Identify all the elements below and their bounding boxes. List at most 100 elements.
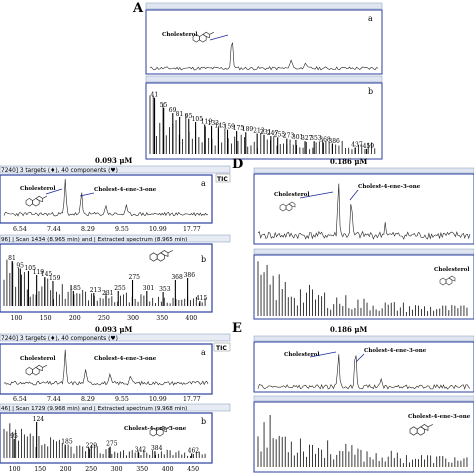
x-tick-label: 200 [60,466,72,473]
cholesterol-structure-d-b [439,275,456,286]
tic-badge-bot [213,342,231,352]
panel-a-spectrum-frame [145,82,383,160]
panel-d-spectrum-frame [253,254,474,320]
peak-label-353: 353 [159,286,171,293]
left-bot-cholesterol-label: Cholesterol [20,356,55,362]
cholesterol-structure-bot [25,364,48,376]
peak-label-69: 69 [169,107,177,114]
peak-label-124: 124 [33,416,45,423]
x-tick-label: 200 [69,315,81,322]
x-tick-label: 300 [111,466,123,473]
peak-label-119: 119 [33,269,45,276]
chromatogram-trace [149,42,379,71]
panel-e-spectrum-titlebar [253,395,474,402]
peak-label-342: 342 [135,446,147,453]
left-mid-chromatogram-frame [0,174,213,224]
panel-d-cholesterol-label-b: Cholesterol [434,267,469,273]
x-tick-label: 10.99 [149,226,167,233]
x-tick-label: 300 [127,315,139,322]
tic-label-mid: TIC [217,176,228,183]
tic-badge-mid [215,173,231,183]
left-mid-header-text: 7240] 3 targets (♦), 40 components (♥) [1,167,118,174]
peak-label-159: 159 [224,124,236,131]
peak-label-368: 368 [319,136,331,143]
panel-d-arrow-1 [299,191,334,199]
panel-a-spectrum-titlebar [145,75,383,83]
panel-d-titlebar [253,167,474,174]
left-bot-sub-a: a [201,348,206,357]
peak-label-119: 119 [201,119,213,126]
left-bot-header [0,333,231,342]
left-mid-scan-text: 96] | Scan 1434 (8.965 min) and | Extrac… [1,237,187,243]
panel-a-cholesterol-label: Cholesterol [162,32,197,38]
x-tick-label: 400 [162,466,174,473]
left-bot-scan-header [0,403,231,412]
panel-a-sub-a: a [368,14,373,23]
panel-d-spectrum-titlebar [253,248,474,255]
peak-label-301: 301 [143,285,154,292]
peak-label-185: 185 [69,285,81,292]
peak-label-275: 275 [106,441,118,448]
x-tick-label: 9.55 [115,226,129,233]
x-tick-label: 100 [9,466,21,473]
peak-label-327: 327 [301,135,313,142]
peak-label-255: 255 [274,131,286,138]
panel-e-chromatogram-frame [253,341,474,393]
left-mid-chromatogram-axis: 6.54 7.44 8.29 9.55 10.99 17.77 [13,226,201,233]
left-bot-header-text: 7240] 3 targets (♦), 40 components (♥) [1,335,118,342]
left-mid-header [0,165,231,174]
conc-label-left-bot: 0.093 μM [95,325,132,334]
peak-label-273: 273 [283,133,295,140]
panel-d-chromatogram [257,183,471,240]
panel-e-arrow-2 [355,353,365,363]
cholestenone-structure-e [409,423,433,436]
x-tick-label: 250 [98,315,110,322]
x-tick-label: 6.54 [13,226,27,233]
left-mid-spectrum-axis: 100 150 200 250 300 350 400 [11,315,198,322]
left-bot-sub-b: b [201,417,206,426]
panel-d-arrow-2 [349,189,359,201]
peak-label-462: 462 [188,447,200,454]
panel-d-cholesterol-label: Cholesterol [274,192,309,198]
panel-e-arrow-1 [309,351,337,358]
x-tick-label: 17.77 [183,396,201,403]
peak-label-81: 81 [8,255,16,262]
panel-label-d: D [232,157,243,172]
x-tick-label: 9.55 [115,396,129,403]
panel-label-a: A [132,1,144,16]
panel-e-spectrum-frame [253,401,474,473]
left-mid-sub-a: a [201,179,206,188]
tic-label-bot: TIC [216,345,227,352]
peak-label-275: 275 [129,274,141,281]
panel-label-e: E [232,321,242,336]
panel-e-spectrum [257,414,468,467]
panel-a-chromatogram-frame [145,9,383,75]
peak-label-384: 384 [151,445,163,452]
left-mid-chromatogram [3,178,209,217]
panel-a-titlebar [145,2,383,10]
x-tick-label: 400 [185,315,197,322]
conc-label-right-bot: 0.186 μM [330,325,367,334]
x-tick-label: 6.54 [13,396,27,403]
panel-e-chromatogram [257,354,471,390]
x-tick-label: 150 [40,315,52,322]
panel-e-cholestenone-label: Cholest-4-ene-3-one [364,348,427,354]
left-mid-spectrum-frame [0,243,213,313]
panel-e-cholestenone-label-b: Cholest-4-ene-3-one [408,414,471,420]
peak-label-247: 247 [267,130,279,137]
peak-label-301: 301 [292,134,303,141]
left-bot-spectrum-axis: 100 150 200 250 300 350 400 450 [9,466,199,473]
peak-label-133: 133 [208,120,220,127]
panel-d-chromatogram-frame [253,173,474,245]
left-bot-spectrum-frame [0,412,213,464]
x-tick-label: 350 [136,466,148,473]
panel-e-cholesterol-label: Cholesterol [284,352,319,358]
peak-label-175: 175 [233,125,245,132]
peak-label-368: 368 [171,274,183,281]
x-tick-label: 100 [11,315,23,322]
peak-label-81: 81 [176,111,184,118]
panel-d-spectrum [257,261,468,316]
x-tick-label: 8.29 [81,226,95,233]
peak-label-189: 189 [242,126,254,133]
